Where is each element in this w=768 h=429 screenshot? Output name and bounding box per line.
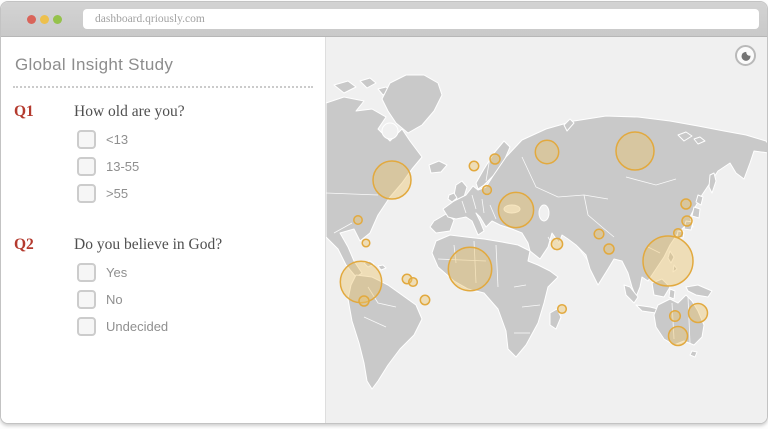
checkbox-q2-option-0[interactable]	[77, 263, 96, 282]
response-bubble-central-australia[interactable]	[668, 309, 682, 323]
response-bubble-bolivia[interactable]	[358, 295, 370, 307]
browser-topbar: dashboard.qriously.com	[1, 2, 767, 37]
option-label: 13-55	[106, 159, 140, 174]
option-label: >55	[106, 186, 129, 201]
option-row: <13	[77, 130, 325, 149]
response-bubble-mid-atlantic[interactable]	[419, 294, 431, 306]
page-title: Global Insight Study	[15, 55, 174, 74]
option-row: Yes	[77, 263, 325, 282]
dotted-divider	[13, 86, 313, 88]
response-bubble-east-australia[interactable]	[687, 302, 709, 324]
question-header: Q2 Do you believe in God?	[1, 235, 325, 254]
pie-chart-icon	[741, 48, 753, 61]
option-label: <13	[106, 132, 129, 147]
url-text: dashboard.qriously.com	[95, 13, 205, 25]
checkbox-q2-option-2[interactable]	[77, 317, 96, 336]
close-window-icon[interactable]	[27, 15, 36, 24]
theme-toggle-button[interactable]	[735, 45, 756, 66]
response-bubble-southeast-asia[interactable]	[642, 235, 694, 287]
survey-bubbles-layer	[339, 131, 709, 347]
question-id: Q1	[14, 103, 34, 120]
question-block-q1: Q1 How old are you? <13 13-55 >55	[1, 102, 325, 203]
checkbox-q1-option-1[interactable]	[77, 157, 96, 176]
survey-panel: Global Insight Study Q1 How old are you? <…	[1, 37, 326, 423]
response-bubble-bermuda[interactable]	[361, 238, 371, 248]
inland-seas	[381, 122, 550, 222]
response-bubble-western-russia[interactable]	[534, 139, 560, 165]
world-map[interactable]	[326, 37, 767, 423]
response-bubble-japan-north[interactable]	[680, 198, 692, 210]
response-bubble-atlantic-b[interactable]	[407, 276, 419, 288]
map-panel	[326, 37, 767, 423]
response-bubble-south-america[interactable]	[339, 260, 383, 304]
response-bubble-japan-central[interactable]	[681, 215, 693, 227]
option-label: No	[106, 292, 123, 307]
response-bubble-myanmar[interactable]	[603, 243, 615, 255]
response-bubble-central-europe[interactable]	[481, 184, 493, 196]
response-bubble-japan-south[interactable]	[672, 227, 684, 239]
option-label: Yes	[106, 265, 128, 280]
option-row: No	[77, 290, 325, 309]
question-text: Do you believe in God?	[74, 236, 223, 253]
response-bubble-scandinavia[interactable]	[489, 153, 501, 165]
response-bubble-north-atlantic[interactable]	[372, 160, 412, 200]
option-list: <13 13-55 >55	[77, 130, 325, 203]
checkbox-q1-option-2[interactable]	[77, 184, 96, 203]
response-bubble-turkey-middle-east[interactable]	[497, 191, 535, 229]
checkbox-q2-option-1[interactable]	[77, 290, 96, 309]
question-block-q2: Q2 Do you believe in God? Yes No Undecided	[1, 235, 325, 336]
response-bubble-siberia[interactable]	[615, 131, 655, 171]
response-bubble-persian-gulf[interactable]	[550, 237, 564, 251]
response-bubble-norwegian-sea[interactable]	[468, 160, 480, 172]
question-id: Q2	[14, 236, 34, 253]
minimize-window-icon[interactable]	[40, 15, 49, 24]
question-list: Q1 How old are you? <13 13-55 >55 Q2 Do you be…	[1, 102, 325, 336]
checkbox-q1-option-0[interactable]	[77, 130, 96, 149]
zoom-window-icon[interactable]	[53, 15, 62, 24]
option-list: Yes No Undecided	[77, 263, 325, 336]
window-controls	[27, 15, 62, 24]
response-bubble-south-australia[interactable]	[667, 325, 689, 347]
response-bubble-himalayas[interactable]	[593, 228, 605, 240]
address-bar[interactable]: dashboard.qriously.com	[83, 9, 759, 29]
question-header: Q1 How old are you?	[1, 102, 325, 121]
option-row: 13-55	[77, 157, 325, 176]
response-bubble-us-east-coast[interactable]	[353, 215, 363, 225]
option-row: >55	[77, 184, 325, 203]
option-label: Undecided	[106, 319, 169, 334]
response-bubble-west-africa[interactable]	[447, 246, 493, 292]
map-landmasses	[326, 74, 767, 390]
response-bubble-indian-ocean[interactable]	[556, 303, 568, 315]
question-text: How old are you?	[74, 103, 185, 120]
option-row: Undecided	[77, 317, 325, 336]
